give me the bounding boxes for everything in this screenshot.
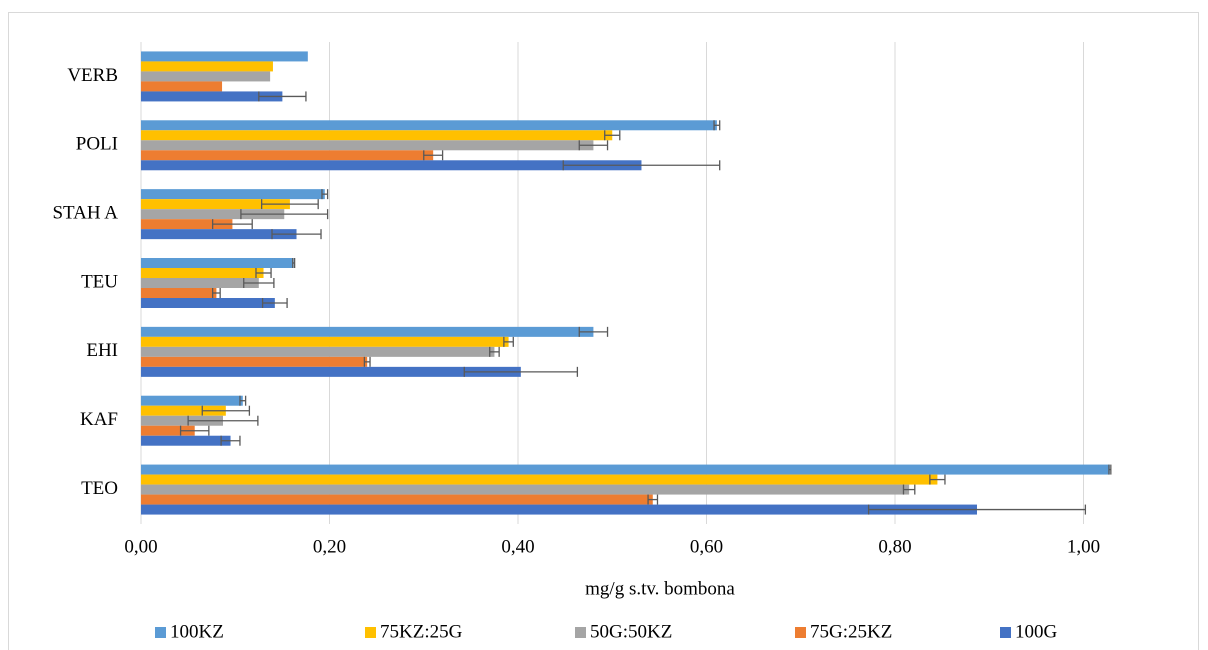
error-bar: [902, 484, 916, 495]
error-bar: [261, 298, 288, 308]
bar: [141, 474, 938, 485]
error-bar: [647, 494, 659, 505]
bar: [141, 258, 294, 268]
error-bar: [867, 504, 1087, 515]
bar: [141, 288, 217, 298]
error-bar: [423, 150, 444, 161]
bar: [141, 435, 231, 446]
chart-border: [8, 12, 1199, 650]
error-bar: [239, 395, 247, 406]
legend-swatch: [795, 627, 806, 638]
bar: [141, 209, 285, 220]
legend-swatch: [155, 627, 166, 638]
bar: [141, 366, 521, 377]
legend-label: 50G:50KZ: [590, 621, 672, 642]
error-bar: [201, 405, 251, 416]
legend-label: 75KZ:25G: [380, 621, 463, 642]
error-bar: [489, 346, 500, 357]
bar: [141, 425, 195, 436]
x-tick-label: 0,40: [501, 536, 534, 557]
bar: [141, 120, 717, 131]
error-bar: [604, 130, 621, 141]
bar: [141, 61, 273, 72]
error-bar: [578, 326, 609, 337]
bar: [141, 278, 259, 288]
bar: [141, 326, 594, 337]
error-bar: [240, 209, 329, 220]
bar: [141, 395, 243, 406]
bar: [141, 346, 495, 357]
error-bar: [929, 474, 946, 485]
error-bar: [260, 199, 319, 210]
y-tick-label: STAH A: [52, 203, 118, 224]
bar: [141, 81, 223, 92]
bar: [141, 140, 594, 151]
bar: [141, 51, 308, 62]
error-bar: [211, 219, 253, 230]
bar: [141, 91, 283, 102]
bar: [141, 71, 271, 82]
y-tick-label: EHI: [86, 340, 118, 361]
bar: [141, 298, 275, 308]
bar: [141, 464, 1110, 475]
legend-label: 100G: [1015, 621, 1058, 642]
y-tick-label: KAF: [80, 409, 118, 430]
bar: [141, 504, 977, 515]
error-bar: [578, 140, 609, 151]
error-bar: [258, 91, 307, 102]
bar: [141, 415, 223, 426]
error-bar: [179, 425, 210, 436]
bar: [141, 268, 264, 278]
y-tick-label: POLI: [76, 134, 118, 155]
bar: [141, 405, 226, 416]
error-bar: [220, 435, 241, 446]
x-tick-label: 0,20: [313, 536, 346, 557]
bar: [141, 356, 368, 367]
error-bar: [562, 160, 721, 171]
error-bar: [243, 278, 275, 288]
error-bar: [187, 415, 259, 426]
bar: [141, 189, 325, 200]
legend-swatch: [1000, 627, 1011, 638]
y-tick-label: VERB: [67, 65, 118, 86]
error-bar: [713, 120, 721, 131]
legend-swatch: [575, 627, 586, 638]
error-bar: [1108, 464, 1112, 475]
x-tick-label: 0,00: [124, 536, 157, 557]
bar: [141, 219, 233, 230]
error-bar: [363, 356, 371, 367]
legend-label: 100KZ: [170, 621, 224, 642]
x-tick-label: 1,00: [1067, 536, 1100, 557]
error-bar: [271, 229, 322, 240]
error-bar: [321, 189, 329, 200]
error-bar: [463, 366, 579, 377]
bar: [141, 336, 509, 347]
bar: [141, 150, 434, 161]
x-tick-label: 0,60: [690, 536, 723, 557]
bar: [141, 199, 290, 210]
bar: [141, 494, 653, 505]
legend-label: 75G:25KZ: [810, 621, 892, 642]
bar: [141, 160, 642, 171]
bar: [141, 229, 297, 240]
error-bar: [255, 268, 272, 278]
x-axis-label: mg/g s.tv. bombona: [585, 578, 735, 599]
y-tick-label: TEO: [81, 478, 118, 499]
error-bar: [292, 258, 296, 268]
bar: [141, 484, 910, 495]
x-tick-label: 0,80: [878, 536, 911, 557]
legend-swatch: [365, 627, 376, 638]
error-bar: [503, 336, 514, 347]
y-tick-label: TEU: [81, 271, 118, 292]
bar: [141, 130, 613, 141]
error-bar: [211, 288, 221, 298]
